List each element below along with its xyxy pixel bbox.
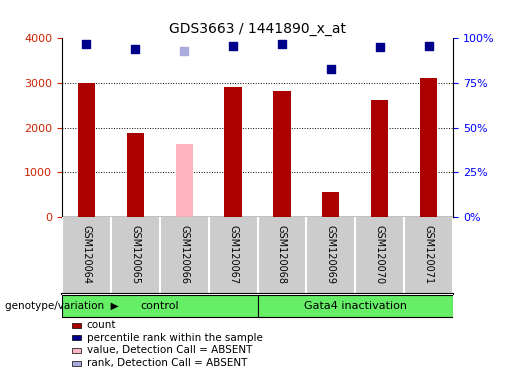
Bar	[371, 100, 388, 217]
Point	[327, 66, 335, 72]
Text: control: control	[140, 301, 179, 311]
Point	[82, 41, 91, 47]
Bar	[225, 87, 242, 217]
Point	[180, 48, 188, 54]
Bar	[322, 192, 339, 217]
Text: GSM120069: GSM120069	[326, 225, 336, 284]
Text: Gata4 inactivation: Gata4 inactivation	[304, 301, 407, 311]
Point	[278, 41, 286, 47]
Bar	[420, 78, 437, 217]
Point	[229, 43, 237, 49]
Text: GSM120068: GSM120068	[277, 225, 287, 284]
Title: GDS3663 / 1441890_x_at: GDS3663 / 1441890_x_at	[169, 22, 346, 36]
Text: GSM120066: GSM120066	[179, 225, 189, 284]
Text: GSM120067: GSM120067	[228, 225, 238, 284]
Text: value, Detection Call = ABSENT: value, Detection Call = ABSENT	[87, 345, 252, 356]
Text: count: count	[87, 320, 116, 330]
Text: GSM120064: GSM120064	[81, 225, 91, 284]
Text: genotype/variation  ▶: genotype/variation ▶	[5, 301, 119, 311]
Text: GSM120070: GSM120070	[375, 225, 385, 284]
Bar	[258, 295, 453, 318]
Bar	[273, 91, 290, 217]
Point	[424, 43, 433, 49]
Bar	[62, 295, 258, 318]
Point	[375, 44, 384, 50]
Point	[131, 46, 139, 52]
Text: percentile rank within the sample: percentile rank within the sample	[87, 333, 263, 343]
Text: rank, Detection Call = ABSENT: rank, Detection Call = ABSENT	[87, 358, 247, 368]
Bar	[78, 83, 95, 217]
Text: GSM120071: GSM120071	[424, 225, 434, 284]
Bar	[127, 134, 144, 217]
Text: GSM120065: GSM120065	[130, 225, 140, 284]
Bar	[176, 144, 193, 217]
